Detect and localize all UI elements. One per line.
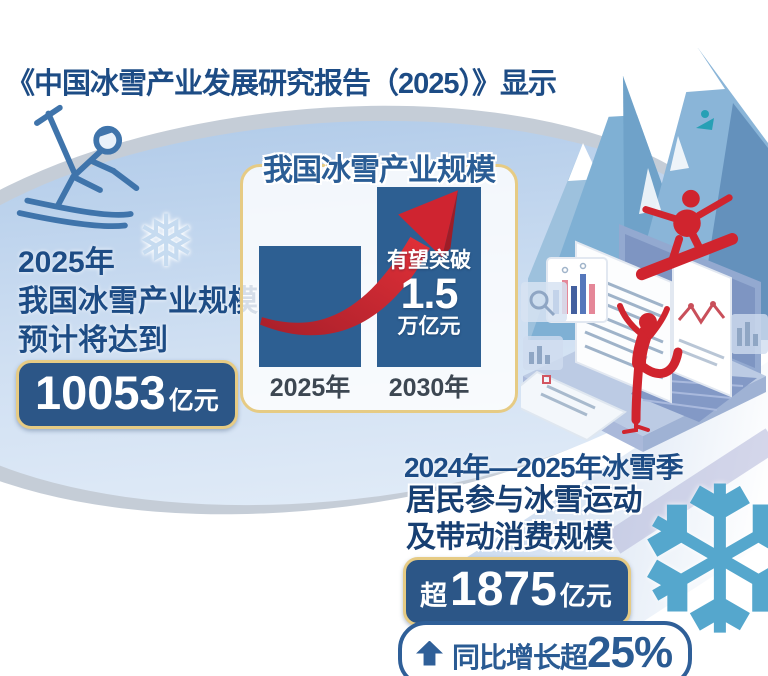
snowboarder-icon: [635, 189, 739, 281]
growth-label: 同比增长超: [452, 642, 588, 673]
bar-annotation: 有望突破 1.5 万亿元: [377, 249, 481, 339]
consumption-value-box: 超 1875 亿元: [403, 557, 631, 626]
left-line-3: 预计将达到: [18, 324, 168, 357]
scale-unit: 亿元: [168, 387, 219, 415]
growth-pill: 同比增长超 25%: [398, 621, 693, 676]
up-arrow-icon: [416, 640, 443, 666]
bar-label-2030: 2030年: [388, 374, 470, 402]
consumption-unit: 亿元: [559, 581, 612, 611]
consumption-prefix: 超: [420, 581, 447, 611]
left-line-1: 2025年: [18, 246, 115, 279]
skier-icon: [16, 104, 140, 230]
annotation-line1: 有望突破: [387, 249, 471, 272]
scale-value-box: 10053 亿元: [16, 360, 238, 429]
snowflake-small-icon: ❅: [136, 202, 197, 282]
consumption-line-2: 及带动消费规模: [406, 521, 613, 554]
bar-label-2025: 2025年: [269, 374, 351, 402]
figure-skater-icon: [617, 303, 683, 434]
snowflake-big-icon: ❆: [634, 448, 768, 676]
consumption-value: 1875: [450, 563, 557, 616]
season-heading: 2024年—2025年冰雪季: [404, 452, 684, 483]
scale-value: 10053: [35, 366, 166, 419]
annotation-value: 1.5: [400, 270, 459, 318]
growth-value: 25%: [587, 628, 673, 676]
left-text-block: 2025年 我国冰雪产业规模 预计将达到: [18, 243, 258, 360]
bar-2025: [259, 246, 361, 367]
chart-title: 我国冰雪产业规模: [263, 154, 496, 187]
industry-scale-chart: 我国冰雪产业规模 有望突破 1.5 万亿元 2025年 2030年: [240, 154, 518, 413]
consumption-text-block: 居民参与冰雪运动 及带动消费规模: [406, 482, 643, 556]
report-headline: 《中国冰雪产业发展研究报告（2025）》显示: [6, 68, 557, 100]
laptop-illustration: [521, 224, 768, 452]
left-line-2: 我国冰雪产业规模: [18, 285, 258, 318]
annotation-line2: 万亿元: [397, 315, 461, 338]
consumption-line-1: 居民参与冰雪运动: [406, 484, 643, 517]
